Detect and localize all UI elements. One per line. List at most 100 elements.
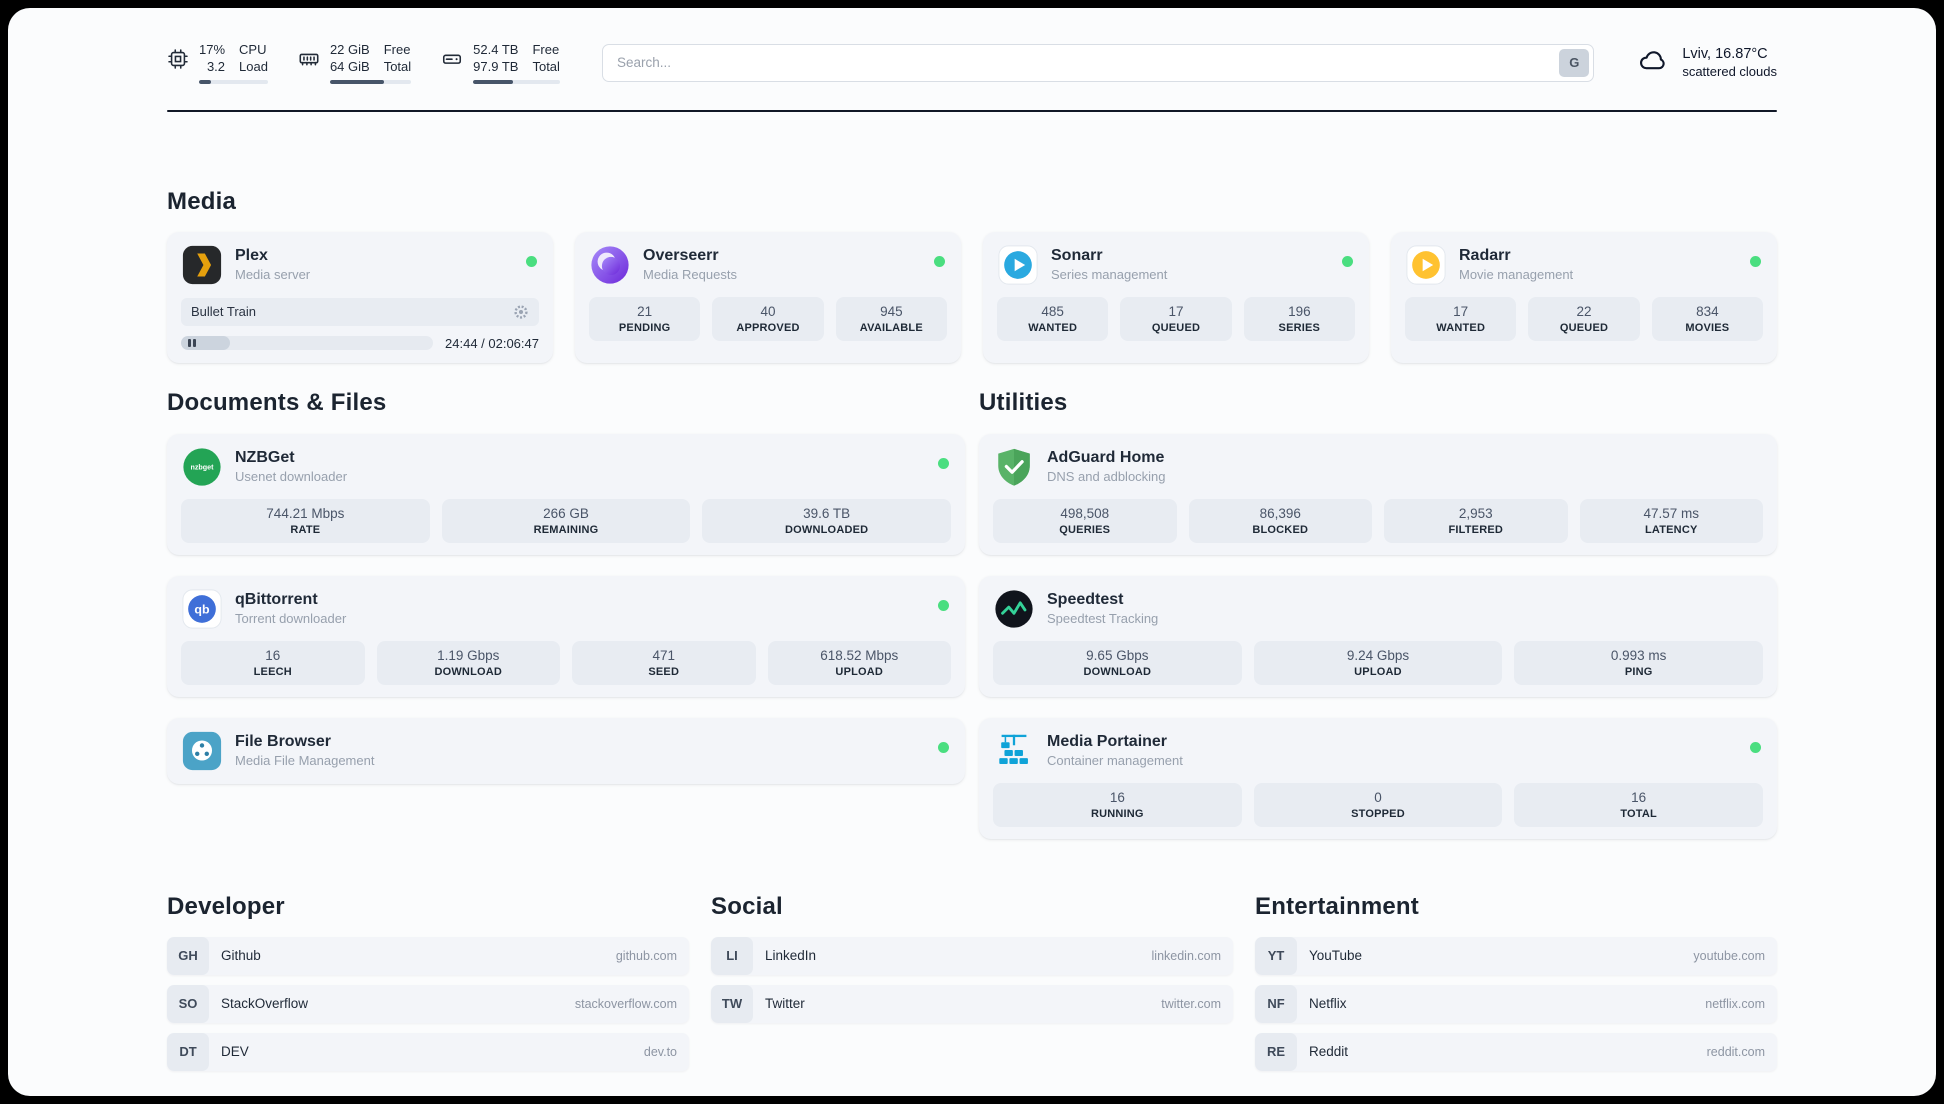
app-card-filebrowser[interactable]: File Browser Media File Management: [167, 717, 965, 784]
status-dot: [938, 741, 949, 753]
svg-text:qb: qb: [194, 602, 210, 616]
bookmark-github[interactable]: GH Github github.com: [167, 936, 689, 975]
status-dot: [1750, 255, 1761, 267]
disk-free-label: Free: [532, 42, 560, 57]
app-name: NZBGet: [235, 449, 295, 467]
app-name: Overseerr: [643, 247, 719, 265]
cpu-icon: [167, 48, 189, 75]
bookmark-stackoverflow[interactable]: SO StackOverflow stackoverflow.com: [167, 984, 689, 1023]
section-title-utilities: Utilities: [979, 388, 1068, 416]
stat-stopped: 0 STOPPED: [1253, 782, 1503, 827]
filebrowser-icon: [181, 730, 223, 772]
developer-section: Developer GH Github github.com SO StackO…: [167, 893, 689, 1071]
youtube-icon: YT: [1255, 936, 1297, 975]
stat-total: 16 TOTAL: [1514, 782, 1763, 827]
app-card-overseerr[interactable]: Overseerr Media Requests 21 PENDING 40 A…: [575, 231, 961, 363]
weather-location: Lviv, 16.87°C: [1682, 46, 1768, 63]
now-playing-row: Bullet Train: [181, 297, 539, 326]
app-subtitle: Media server: [235, 267, 311, 283]
stat-upload: 9.24 Gbps UPLOAD: [1253, 640, 1503, 685]
playback-progress-bar[interactable]: [181, 336, 434, 351]
stat-leech: 16 LEECH: [181, 640, 365, 685]
app-card-plex[interactable]: Plex Media server Bullet Train: [167, 231, 553, 363]
bookmark-twitter[interactable]: TW Twitter twitter.com: [711, 984, 1233, 1023]
disk-widget: 52.4 TB 97.9 TB Free Total: [441, 42, 560, 84]
disk-free-value: 52.4 TB: [473, 42, 519, 57]
app-subtitle: Movie management: [1459, 267, 1574, 283]
app-card-qbittorrent[interactable]: qb qBittorrent Torrent downloader 16 LEE…: [167, 575, 965, 697]
ram-progress-bar: [329, 79, 412, 84]
twitter-icon: TW: [711, 984, 753, 1023]
stat-movies: 834 MOVIES: [1651, 296, 1763, 341]
bookmark-dev[interactable]: DT DEV dev.to: [167, 1032, 689, 1071]
section-title-social: Social: [711, 892, 783, 920]
bookmark-reddit[interactable]: RE Reddit reddit.com: [1255, 1032, 1777, 1071]
app-card-portainer[interactable]: Media Portainer Container management 16 …: [979, 717, 1777, 839]
nzbget-icon: nzbget: [181, 446, 223, 488]
linkedin-icon: LI: [711, 936, 753, 975]
playback-time: 24:44 / 02:06:47: [445, 335, 539, 351]
disk-progress-bar: [473, 79, 560, 84]
plex-icon: [181, 244, 223, 286]
app-name: Speedtest: [1047, 591, 1124, 609]
stackoverflow-icon: SO: [167, 984, 209, 1023]
media-grid: Plex Media server Bullet Train: [167, 231, 1777, 363]
settings-gear-icon[interactable]: [513, 304, 529, 320]
cloud-icon: [1636, 45, 1670, 80]
stat-wanted: 485 WANTED: [997, 296, 1109, 341]
stat-upload: 618.52 Mbps UPLOAD: [767, 640, 951, 685]
ram-free-value: 22 GiB: [329, 42, 370, 57]
ram-widget: 22 GiB 64 GiB Free Total: [298, 42, 412, 84]
app-name: AdGuard Home: [1047, 449, 1165, 467]
now-playing-title: Bullet Train: [191, 304, 257, 320]
adguard-icon: [993, 446, 1035, 488]
dev-icon: DT: [167, 1032, 209, 1071]
speedtest-icon: [993, 588, 1035, 630]
status-dot: [1342, 255, 1353, 267]
player-controls: 24:44 / 02:06:47: [181, 336, 539, 351]
section-title-documents: Documents & Files: [167, 388, 387, 416]
app-subtitle: Media File Management: [235, 753, 375, 769]
search-input[interactable]: [601, 43, 1595, 82]
weather-condition: scattered clouds: [1682, 64, 1777, 80]
search-bar: G: [601, 43, 1595, 82]
documents-column: Documents & Files nzbget NZBGet: [167, 389, 965, 839]
stat-ping: 0.993 ms PING: [1514, 640, 1763, 685]
bookmark-netflix[interactable]: NF Netflix netflix.com: [1255, 984, 1777, 1023]
stat-wanted: 17 WANTED: [1405, 296, 1517, 341]
stat-approved: 40 APPROVED: [712, 296, 824, 341]
ram-icon: [298, 48, 320, 75]
weather-widget: Lviv, 16.87°C scattered clouds: [1636, 45, 1777, 80]
app-card-sonarr[interactable]: Sonarr Series management 485 WANTED 17 Q…: [983, 231, 1369, 363]
bookmark-youtube[interactable]: YT YouTube youtube.com: [1255, 936, 1777, 975]
entertainment-section: Entertainment YT YouTube youtube.com NF …: [1255, 893, 1777, 1071]
app-card-radarr[interactable]: Radarr Movie management 17 WANTED 22 QUE…: [1391, 231, 1777, 363]
cpu-load-label: Load: [239, 58, 268, 74]
app-subtitle: Torrent downloader: [235, 611, 347, 627]
stat-download: 1.19 Gbps DOWNLOAD: [376, 640, 560, 685]
app-subtitle: Series management: [1051, 267, 1168, 283]
system-widgets: 17% 3.2 CPU Load: [167, 42, 560, 84]
qbittorrent-icon: qb: [181, 588, 223, 630]
app-card-speedtest[interactable]: Speedtest Speedtest Tracking 9.65 Gbps D…: [979, 575, 1777, 697]
status-dot: [938, 457, 949, 469]
stat-download: 9.65 Gbps DOWNLOAD: [993, 640, 1242, 685]
github-icon: GH: [167, 936, 209, 975]
app-card-nzbget[interactable]: nzbget NZBGet Usenet downloader 744.21 M…: [167, 433, 965, 555]
ram-total-label: Total: [383, 58, 412, 74]
stat-queued: 22 QUEUED: [1528, 296, 1640, 341]
stat-queries: 498,508 QUERIES: [993, 498, 1177, 543]
section-title-developer: Developer: [167, 892, 285, 920]
search-engine-button[interactable]: G: [1559, 48, 1590, 77]
disk-total-value: 97.9 TB: [473, 58, 519, 74]
cpu-load-value: 3.2: [206, 58, 226, 74]
app-name: Media Portainer: [1047, 733, 1168, 751]
app-card-adguard[interactable]: AdGuard Home DNS and adblocking 498,508 …: [979, 433, 1777, 555]
cpu-progress-bar: [199, 79, 268, 84]
bookmark-linkedin[interactable]: LI LinkedIn linkedin.com: [711, 936, 1233, 975]
app-name: Plex: [235, 247, 268, 265]
pause-icon[interactable]: [188, 339, 196, 348]
status-dot: [938, 599, 949, 611]
disk-icon: [441, 48, 463, 75]
stat-running: 16 RUNNING: [993, 782, 1242, 827]
